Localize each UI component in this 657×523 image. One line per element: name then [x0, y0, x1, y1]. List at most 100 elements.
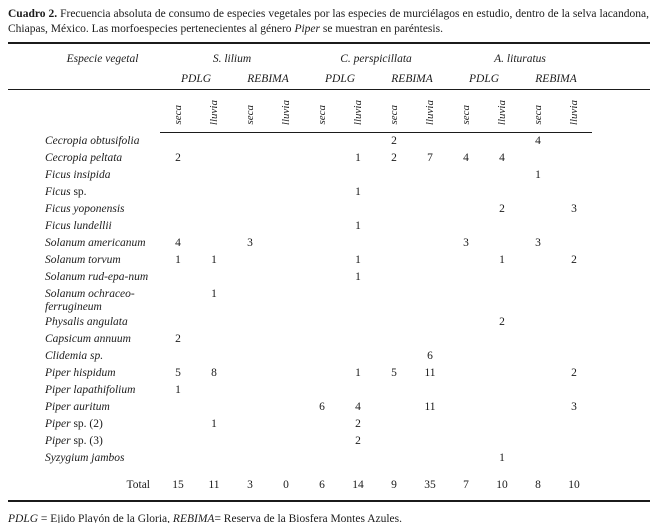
row-filler-cell	[592, 314, 650, 331]
species-row: Piper auritum 6 4 11 3	[8, 399, 650, 416]
total-value-cell: 0	[268, 476, 305, 502]
value-cell: 2	[571, 367, 577, 379]
value-cell	[268, 269, 304, 286]
value-cell	[304, 150, 340, 167]
value-cell	[556, 218, 592, 235]
value-cell	[520, 450, 556, 467]
site-header-rebima-1: REBIMA	[247, 73, 289, 85]
footnote-pdlg: PDLG	[8, 513, 39, 523]
value-cell	[484, 331, 520, 348]
value-cell	[304, 365, 340, 382]
group-header-a-lituratus: A. lituratus	[494, 52, 546, 65]
species-row: Piper sp. (3) 2	[8, 433, 650, 450]
value-cell	[556, 133, 592, 151]
value-cell: 3	[571, 203, 577, 215]
value-cell	[556, 348, 592, 365]
value-cell	[340, 167, 376, 184]
value-cell	[160, 167, 196, 184]
value-cell	[196, 399, 232, 416]
value-cell	[196, 235, 232, 252]
value-cell: 1	[355, 152, 361, 164]
value-cell	[520, 286, 556, 314]
value-cell	[484, 416, 520, 433]
species-row: Ficus yoponensis 2 3	[8, 201, 650, 218]
species-row: Cecropia obtusifolia 2 4	[8, 133, 650, 151]
season-label: seca	[388, 105, 401, 125]
value-cell: 1	[355, 186, 361, 198]
season-label: seca	[244, 105, 256, 125]
species-row: Physalis angulata 2	[8, 314, 650, 331]
value-cell	[196, 450, 232, 467]
season-header: seca	[448, 89, 485, 133]
value-cell	[232, 150, 268, 167]
value-cell: 1	[355, 254, 361, 266]
value-cell	[448, 133, 484, 151]
header-empty	[8, 69, 160, 90]
value-cell: 2	[499, 203, 505, 215]
value-cell: 3	[571, 401, 577, 413]
value-cell	[232, 314, 268, 331]
season-label: lluvia	[424, 99, 437, 125]
value-cell	[412, 314, 448, 331]
species-row: Solanum rud-epa-num 1	[8, 269, 650, 286]
caption-text-after: se muestran en paréntesis.	[320, 23, 443, 35]
value-cell	[304, 269, 340, 286]
value-cell	[520, 201, 556, 218]
value-cell	[520, 150, 556, 167]
value-cell	[268, 150, 304, 167]
species-row: Capsicum annuum 2	[8, 331, 650, 348]
row-filler-cell	[592, 269, 650, 286]
value-cell	[484, 269, 520, 286]
season-corner-cell	[8, 89, 160, 133]
value-cell: 11	[424, 367, 436, 379]
total-label: Total	[8, 476, 160, 502]
value-cell: 4	[355, 401, 361, 413]
row-filler-cell	[592, 286, 650, 314]
value-cell	[412, 201, 448, 218]
value-cell	[304, 416, 340, 433]
value-cell	[268, 331, 304, 348]
value-cell	[232, 167, 268, 184]
value-cell	[232, 365, 268, 382]
value-cell	[340, 450, 376, 467]
value-cell: 1	[535, 169, 541, 181]
value-cell	[160, 133, 196, 151]
value-cell	[412, 252, 448, 269]
value-cell	[304, 382, 340, 399]
value-cell	[160, 348, 196, 365]
row-filler-cell	[592, 416, 650, 433]
species-rows-body: Cecropia obtusifolia 2 4 Cecropia peltata 2 1…	[8, 133, 650, 468]
value-cell: 2	[571, 254, 577, 266]
value-cell	[448, 450, 484, 467]
value-cell	[376, 218, 412, 235]
value-cell	[304, 184, 340, 201]
table-caption: Cuadro 2. Frecuencia absoluta de consumo…	[0, 0, 657, 37]
value-cell	[484, 365, 520, 382]
total-value-cell: 11	[196, 476, 232, 502]
site-header-pdlg-3: PDLG	[469, 73, 500, 85]
value-cell	[268, 433, 304, 450]
species-row: Solanum torvum 1 1 1 1 2	[8, 252, 650, 269]
species-name-cell: Syzygium jambos	[45, 452, 125, 464]
footnote: PDLG = Ejido Playón de la Gloria, REBIMA…	[0, 502, 657, 523]
value-cell	[484, 184, 520, 201]
row-filler-cell	[592, 252, 650, 269]
value-cell	[196, 184, 232, 201]
value-cell	[376, 235, 412, 252]
season-header: lluvia	[268, 89, 305, 133]
value-cell	[448, 416, 484, 433]
season-label: lluvia	[496, 99, 509, 125]
value-cell	[232, 286, 268, 314]
season-label: seca	[460, 105, 473, 125]
value-cell	[376, 382, 412, 399]
value-cell: 1	[499, 254, 505, 266]
value-cell	[520, 348, 556, 365]
season-header: seca	[304, 89, 341, 133]
total-value-cell: 8	[520, 476, 557, 502]
species-name-cell: Ficus insipida	[45, 169, 111, 181]
value-cell	[196, 218, 232, 235]
row-filler-cell	[592, 133, 650, 151]
footnote-text-1: = Ejido Playón de la Gloria,	[38, 513, 173, 523]
value-cell	[268, 167, 304, 184]
row-filler-cell	[592, 218, 650, 235]
